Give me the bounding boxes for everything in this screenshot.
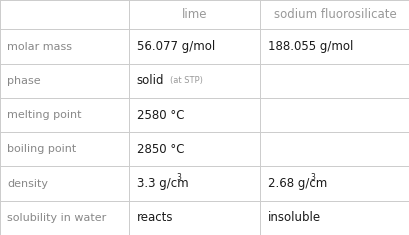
Text: 3: 3 bbox=[176, 172, 181, 181]
Text: melting point: melting point bbox=[7, 110, 82, 120]
Text: phase: phase bbox=[7, 76, 41, 86]
Text: density: density bbox=[7, 179, 48, 189]
Text: 2850 °C: 2850 °C bbox=[136, 143, 184, 156]
Text: 3.3 g/cm: 3.3 g/cm bbox=[136, 177, 188, 190]
Text: 56.077 g/mol: 56.077 g/mol bbox=[136, 40, 214, 53]
Text: (at STP): (at STP) bbox=[170, 76, 202, 85]
Text: solid: solid bbox=[136, 74, 164, 87]
Text: sodium fluorosilicate: sodium fluorosilicate bbox=[273, 8, 396, 21]
Text: molar mass: molar mass bbox=[7, 42, 72, 51]
Text: boiling point: boiling point bbox=[7, 144, 76, 154]
Text: 2580 °C: 2580 °C bbox=[136, 109, 184, 121]
Text: solubility in water: solubility in water bbox=[7, 213, 106, 223]
Text: reacts: reacts bbox=[136, 211, 173, 224]
Text: 188.055 g/mol: 188.055 g/mol bbox=[267, 40, 352, 53]
Text: lime: lime bbox=[182, 8, 207, 21]
Text: 2.68 g/cm: 2.68 g/cm bbox=[267, 177, 326, 190]
Text: 3: 3 bbox=[310, 172, 315, 181]
Text: insoluble: insoluble bbox=[267, 211, 320, 224]
